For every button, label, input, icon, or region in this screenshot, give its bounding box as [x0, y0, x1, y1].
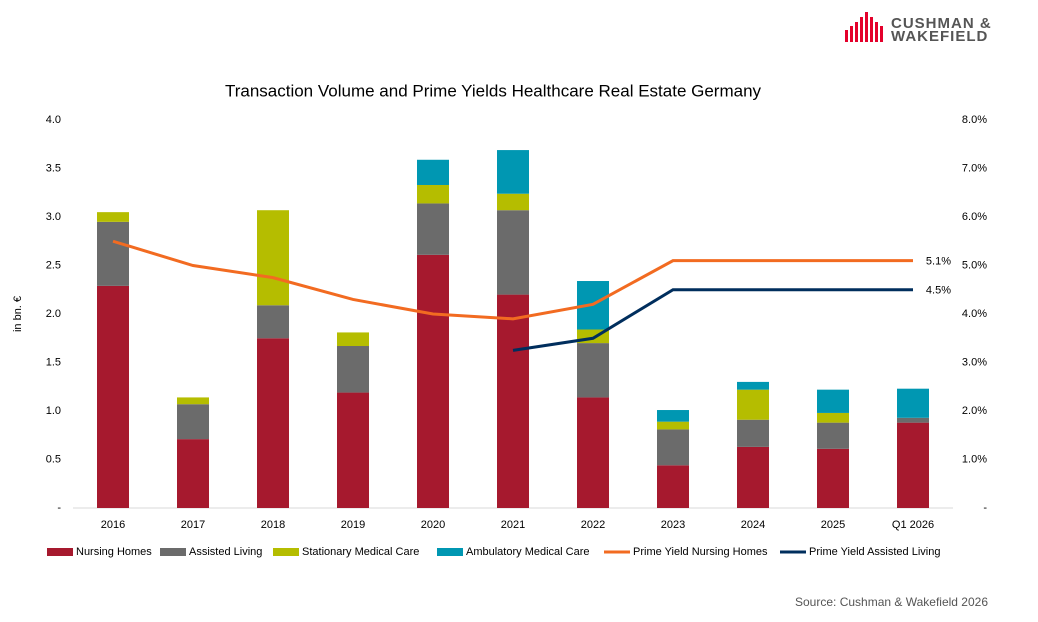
bar-segment — [897, 417, 929, 423]
source: Source: Cushman & Wakefield 2026 — [795, 595, 988, 609]
legend-label: Ambulatory Medical Care — [466, 546, 590, 558]
bar-segment — [177, 397, 209, 405]
bar-segment — [817, 412, 849, 423]
bar-segment — [657, 429, 689, 466]
bar-segment — [897, 388, 929, 418]
bar-segment — [497, 150, 529, 194]
bar-segment — [657, 465, 689, 508]
logo-text: CUSHMAN & — [891, 15, 992, 32]
bar-segment — [417, 184, 449, 204]
y2-tick-label: 4.0% — [962, 308, 987, 320]
bar-segment — [177, 439, 209, 508]
bar-segment — [257, 338, 289, 508]
bar-segment — [657, 421, 689, 430]
bar-segment — [737, 389, 769, 420]
y2-tick-label: - — [983, 502, 987, 514]
legend-swatch — [47, 548, 73, 556]
bar-segment — [97, 285, 129, 508]
bar-segment — [337, 346, 369, 393]
bar-segment — [97, 212, 129, 222]
bar-segment — [497, 193, 529, 211]
x-tick-label: 2018 — [261, 519, 285, 531]
line — [512, 288, 913, 352]
y2-tick-label: 6.0% — [962, 211, 987, 223]
legend-label: Prime Yield Nursing Homes — [633, 546, 768, 558]
bar-segment — [417, 254, 449, 508]
y-tick-label: 0.5 — [46, 453, 61, 465]
legend-label: Prime Yield Assisted Living — [809, 546, 940, 558]
line — [112, 239, 913, 321]
data-label: 4.5% — [926, 285, 951, 297]
bar-segment — [257, 210, 289, 306]
bar-segment — [817, 389, 849, 413]
y-axis-title: in bn. € — [12, 296, 24, 332]
bar-segment — [657, 410, 689, 422]
logo-mark — [845, 12, 883, 42]
bar-segment — [737, 419, 769, 447]
legend-swatch — [273, 548, 299, 556]
bar-segment — [97, 221, 129, 286]
y-tick-label: 3.5 — [46, 162, 61, 174]
x-tick-label: 2020 — [421, 519, 445, 531]
bar-segment — [577, 397, 609, 508]
x-tick-label: 2019 — [341, 519, 365, 531]
logo-text: WAKEFIELD — [891, 28, 988, 45]
legend-swatch — [437, 548, 463, 556]
y2-tick-label: 8.0% — [962, 114, 987, 126]
y2-tick-label: 5.0% — [962, 259, 987, 271]
y-tick-label: 4.0 — [46, 114, 61, 126]
legend-label: Stationary Medical Care — [302, 546, 419, 558]
y-tick-label: 1.0 — [46, 405, 61, 417]
chart-title: Transaction Volume and Prime Yields Heal… — [225, 81, 762, 100]
y2-tick-label: 3.0% — [962, 356, 987, 368]
x-tick-label: 2024 — [741, 519, 765, 531]
y2-tick-label: 2.0% — [962, 405, 987, 417]
x-tick-label: 2016 — [101, 519, 125, 531]
bar-segment — [897, 422, 929, 508]
x-tick-label: 2025 — [821, 519, 845, 531]
y-tick-label: 3.0 — [46, 211, 61, 223]
x-tick-label: 2017 — [181, 519, 205, 531]
bar-segment — [497, 294, 529, 508]
bar-segment — [337, 392, 369, 508]
data-label: 5.1% — [926, 256, 951, 268]
y-tick-label: 2.5 — [46, 259, 61, 271]
x-tick-label: 2021 — [501, 519, 525, 531]
legend-label: Assisted Living — [189, 546, 262, 558]
bar-segment — [817, 448, 849, 508]
bar-segment — [417, 203, 449, 255]
bar-segment — [817, 422, 849, 449]
legend-label: Nursing Homes — [76, 546, 152, 558]
y-tick-label: - — [57, 502, 61, 514]
x-tick-label: Q1 2026 — [892, 519, 934, 531]
y2-tick-label: 7.0% — [962, 162, 987, 174]
bar-segment — [737, 446, 769, 508]
y-tick-label: 1.5 — [46, 356, 61, 368]
x-tick-label: 2023 — [661, 519, 685, 531]
bar-segment — [497, 210, 529, 295]
legend-swatch — [160, 548, 186, 556]
bar-segment — [337, 332, 369, 347]
bar-segment — [737, 381, 769, 390]
bar-segment — [577, 343, 609, 398]
bar-segment — [257, 305, 289, 339]
x-tick-label: 2022 — [581, 519, 605, 531]
bar-segment — [177, 404, 209, 440]
y-tick-label: 2.0 — [46, 308, 61, 320]
bar-segment — [417, 159, 449, 185]
y2-tick-label: 1.0% — [962, 453, 987, 465]
